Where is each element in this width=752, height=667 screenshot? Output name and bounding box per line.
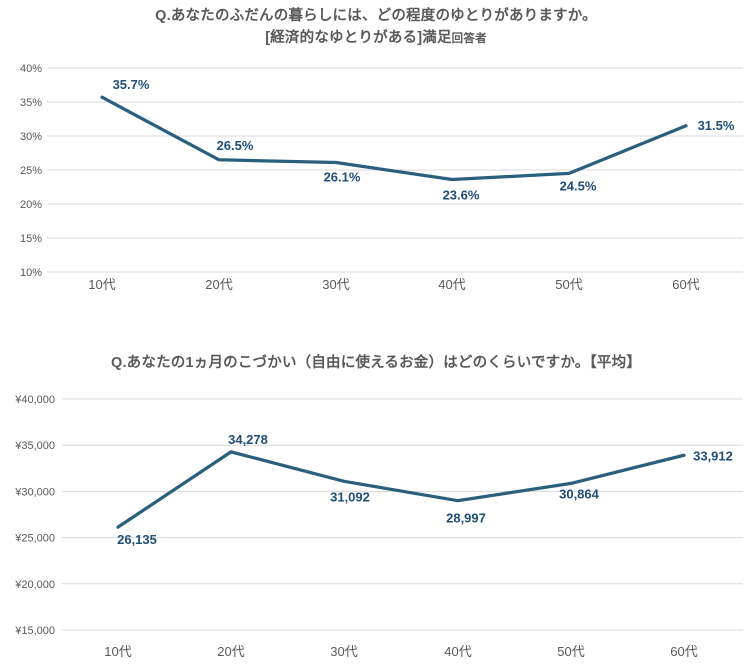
y-axis-tick-label: 30% <box>20 131 42 143</box>
data-point-label: 33,912 <box>693 448 733 463</box>
data-point-label: 30,864 <box>559 486 600 501</box>
data-point-label: 28,997 <box>446 511 486 526</box>
y-axis-tick-label: ¥35,000 <box>14 440 55 452</box>
y-axis-tick-label: ¥15,000 <box>14 625 55 637</box>
data-point-label: 26.1% <box>324 170 361 185</box>
data-point-label: 26,135 <box>117 532 157 547</box>
chart1-subtitle-main: [経済的なゆとりがある]満足 <box>265 30 452 46</box>
y-axis-tick-label: 10% <box>20 267 42 279</box>
data-point-label: 23.6% <box>443 188 480 203</box>
data-series-line <box>116 450 686 529</box>
x-axis-category-label: 20代 <box>205 277 232 292</box>
data-point-label: 26.5% <box>217 138 254 153</box>
x-axis-category-label: 10代 <box>104 644 131 659</box>
y-axis-tick-label: 25% <box>20 165 42 177</box>
x-axis-category-label: 10代 <box>88 277 115 292</box>
x-axis-category-label: 40代 <box>438 277 465 292</box>
x-axis-category-label: 50代 <box>557 644 584 659</box>
x-axis-category-label: 30代 <box>330 644 357 659</box>
data-point-label: 35.7% <box>113 77 150 92</box>
x-axis-category-label: 60代 <box>670 644 697 659</box>
y-axis-tick-label: 20% <box>20 199 42 211</box>
x-axis-category-label: 20代 <box>217 644 244 659</box>
y-axis-tick-label: 40% <box>20 63 42 75</box>
y-axis-tick-label: 35% <box>20 97 42 109</box>
chart1-subtitle-sub: 回答者 <box>451 33 487 45</box>
x-axis-category-label: 60代 <box>672 277 699 292</box>
y-axis-tick-label: ¥20,000 <box>14 579 55 591</box>
x-axis-category-label: 30代 <box>322 277 349 292</box>
chart2-title: Q.あなたの1ヵ月のこづかい（自由に使えるお金）はどのくらいですか。【平均】 <box>110 355 642 371</box>
chart1-subtitle: [経済的なゆとりがある]満足回答者 <box>0 29 752 48</box>
y-axis-tick-label: ¥25,000 <box>14 533 55 545</box>
data-point-label: 34,278 <box>228 432 268 447</box>
y-axis-tick-label: 15% <box>20 233 42 245</box>
data-series-line <box>100 95 688 182</box>
x-axis-category-label: 40代 <box>444 644 471 659</box>
y-axis-tick-label: ¥30,000 <box>14 486 55 498</box>
data-point-label: 24.5% <box>560 178 597 193</box>
chart1-title: Q.あなたのふだんの暮らしには、どの程度のゆとりがありますか。 <box>155 8 597 24</box>
y-axis-tick-label: ¥40,000 <box>14 394 55 406</box>
data-point-label: 31.5% <box>698 118 735 133</box>
data-point-label: 31,092 <box>330 489 370 504</box>
x-axis-category-label: 50代 <box>555 277 582 292</box>
